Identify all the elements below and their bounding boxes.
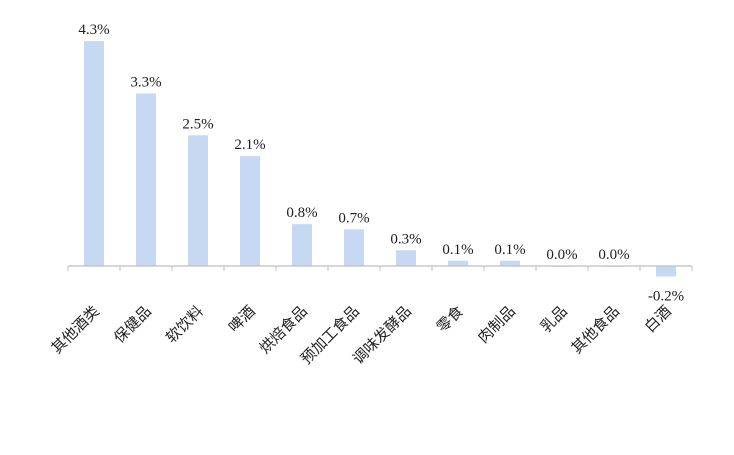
value-label-3: 2.5% <box>182 116 213 132</box>
bar-9 <box>500 260 520 266</box>
bar-3 <box>188 135 208 266</box>
bar-4 <box>240 156 260 266</box>
value-label-2: 3.3% <box>130 74 161 90</box>
category-label-1: 其他酒类 <box>48 302 103 357</box>
bar-2 <box>136 93 156 266</box>
category-label-10: 乳品 <box>537 302 571 336</box>
value-label-8: 0.1% <box>442 242 473 258</box>
category-label-11: 其他食品 <box>568 302 623 357</box>
category-label-4: 啤酒 <box>225 302 259 336</box>
value-label-12: -0.2% <box>648 288 684 304</box>
category-label-8: 零食 <box>433 302 467 336</box>
bar-7 <box>396 250 416 266</box>
category-label-12: 白酒 <box>641 302 675 336</box>
value-label-9: 0.1% <box>494 242 525 258</box>
x-axis <box>67 265 693 271</box>
bar-12 <box>656 266 676 277</box>
bars-layer <box>84 41 676 277</box>
bar-6 <box>344 229 364 266</box>
bar-8 <box>448 260 468 266</box>
value-label-7: 0.3% <box>390 231 421 247</box>
category-label-9: 肉制品 <box>474 302 519 347</box>
bar-1 <box>84 41 104 266</box>
value-label-5: 0.8% <box>286 205 317 221</box>
value-label-1: 4.3% <box>78 22 109 38</box>
value-label-11: 0.0% <box>598 247 629 263</box>
value-labels-layer: 4.3% 3.3% 2.5% 2.1% 0.8% 0.7% 0.3% 0.1% 0.1% 0.0%… <box>78 22 684 304</box>
value-label-10: 0.0% <box>546 247 577 263</box>
value-label-6: 0.7% <box>338 210 369 226</box>
category-label-3: 软饮料 <box>162 302 207 347</box>
value-label-4: 2.1% <box>234 137 265 153</box>
bar-5 <box>292 224 312 266</box>
category-label-2: 保健品 <box>110 302 155 347</box>
